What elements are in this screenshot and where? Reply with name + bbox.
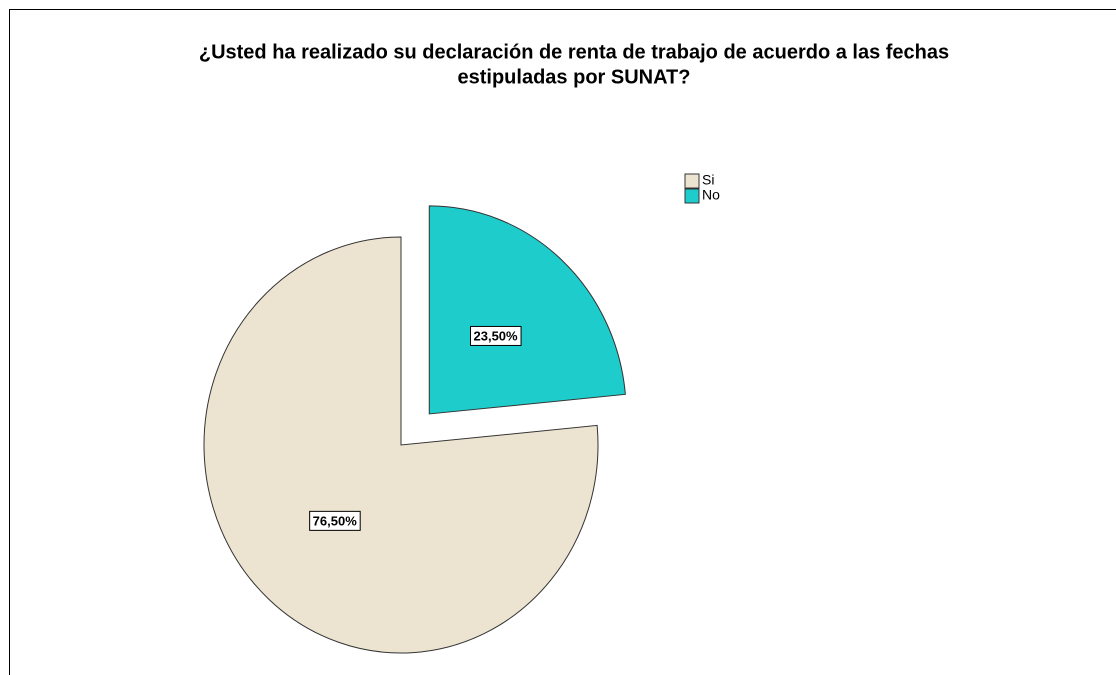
pie-slice (203, 236, 599, 654)
chart-title: ¿Usted ha realizado su declaración de re… (199, 41, 949, 63)
data-label: 76,50% (309, 510, 361, 531)
data-label-text: 76,50% (313, 513, 358, 528)
data-label-box (470, 325, 522, 346)
chart-title: estipuladas por SUNAT? (458, 66, 691, 88)
data-label: 23,50% (470, 325, 522, 346)
legend-label: No (702, 187, 720, 203)
legend-swatch (684, 173, 700, 189)
pie-slice (428, 205, 626, 415)
legend-swatch (684, 188, 700, 204)
legend-label: Si (702, 172, 714, 188)
data-label-text: 23,50% (474, 328, 519, 343)
data-label-box (309, 510, 361, 531)
